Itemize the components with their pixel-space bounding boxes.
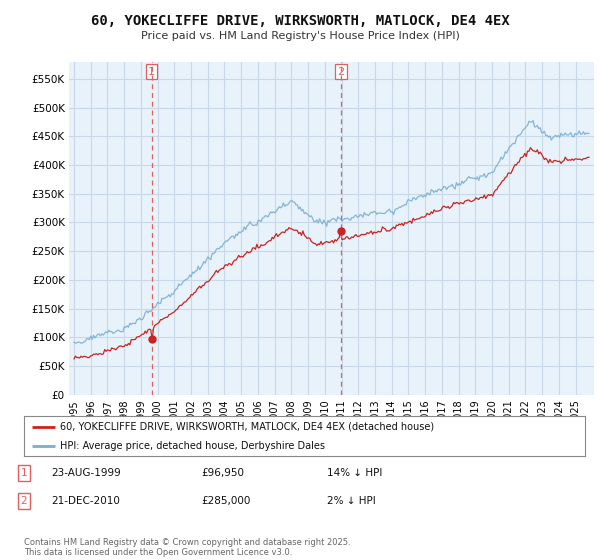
Text: 2: 2 <box>337 67 344 77</box>
Text: Contains HM Land Registry data © Crown copyright and database right 2025.
This d: Contains HM Land Registry data © Crown c… <box>24 538 350 557</box>
Text: 60, YOKECLIFFE DRIVE, WIRKSWORTH, MATLOCK, DE4 4EX (detached house): 60, YOKECLIFFE DRIVE, WIRKSWORTH, MATLOC… <box>61 422 434 432</box>
Text: Price paid vs. HM Land Registry's House Price Index (HPI): Price paid vs. HM Land Registry's House … <box>140 31 460 41</box>
Text: 2% ↓ HPI: 2% ↓ HPI <box>327 496 376 506</box>
Text: 14% ↓ HPI: 14% ↓ HPI <box>327 468 382 478</box>
Text: 21-DEC-2010: 21-DEC-2010 <box>51 496 120 506</box>
Text: £285,000: £285,000 <box>201 496 250 506</box>
Text: 1: 1 <box>148 67 155 77</box>
Text: 1: 1 <box>20 468 28 478</box>
Text: 60, YOKECLIFFE DRIVE, WIRKSWORTH, MATLOCK, DE4 4EX: 60, YOKECLIFFE DRIVE, WIRKSWORTH, MATLOC… <box>91 14 509 28</box>
Text: £96,950: £96,950 <box>201 468 244 478</box>
Text: HPI: Average price, detached house, Derbyshire Dales: HPI: Average price, detached house, Derb… <box>61 441 325 450</box>
Text: 2: 2 <box>20 496 28 506</box>
Text: 23-AUG-1999: 23-AUG-1999 <box>51 468 121 478</box>
